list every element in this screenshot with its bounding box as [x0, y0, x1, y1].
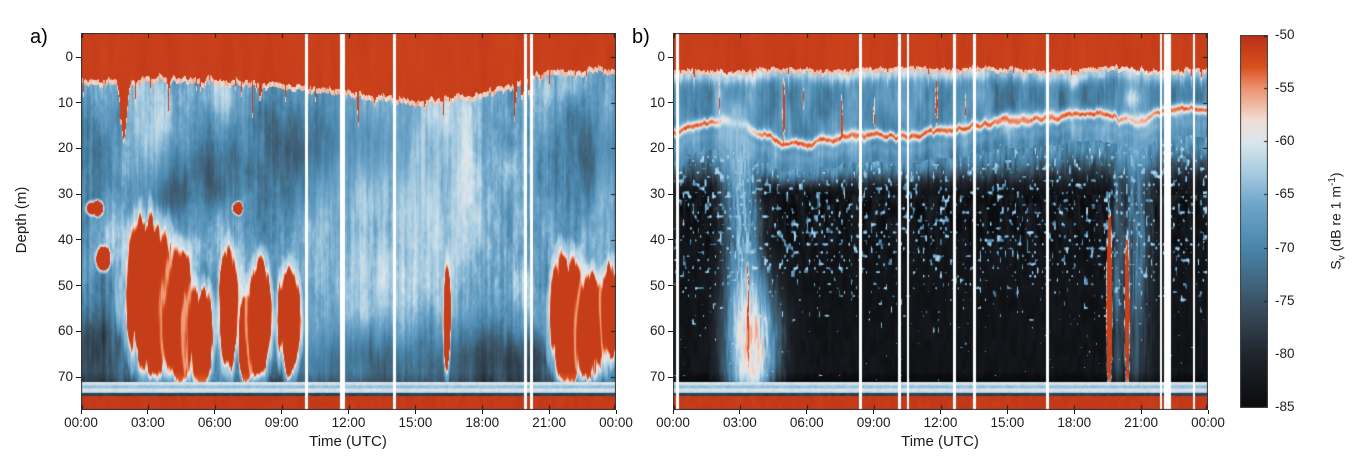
colorbar-tick-label: -60: [1275, 133, 1295, 149]
x-tick-label-b: 09:00: [856, 415, 891, 430]
y-tick-mark-a: [76, 147, 81, 149]
y-tick-mark-b: [668, 102, 673, 104]
x-tick-label-b: 00:00: [1191, 415, 1225, 430]
x-tick-label-b: 00:00: [656, 415, 690, 430]
colorbar-tick-label: -75: [1275, 292, 1295, 308]
y-tick-mark-a: [76, 330, 81, 332]
x-tick-mark-a: [281, 410, 283, 414]
y-tick-label-b: 70: [649, 369, 665, 385]
x-tick-mark-b: [1006, 410, 1008, 414]
y-tick-label-b: 20: [649, 140, 665, 156]
x-tick-label-a: 00:00: [64, 415, 98, 430]
y-tick-mark-b: [668, 239, 673, 241]
colorbar-tick-label: -55: [1275, 80, 1295, 96]
x-tick-label-a: 00:00: [599, 415, 633, 430]
colorbar-title-sub: v: [1336, 255, 1348, 261]
x-tick-mark-a: [548, 410, 550, 414]
x-tick-label-b: 06:00: [789, 415, 824, 430]
y-tick-label-b: 50: [649, 277, 665, 293]
colorbar-title-mid: (dB re 1 m: [1327, 186, 1344, 256]
x-tick-label-a: 21:00: [532, 415, 567, 430]
colorbar-tick-label: -80: [1275, 345, 1295, 361]
x-tick-mark-a: [481, 410, 483, 414]
x-tick-mark-b: [873, 410, 875, 414]
x-tick-label-b: 15:00: [990, 415, 1025, 430]
y-tick-label-a: 40: [57, 231, 73, 247]
y-tick-mark-b: [668, 330, 673, 332]
y-tick-label-a: 60: [57, 323, 73, 339]
x-tick-label-a: 03:00: [130, 415, 165, 430]
time-axis-title-a: Time (UTC): [309, 433, 387, 450]
x-tick-label-b: 21:00: [1124, 415, 1159, 430]
x-tick-mark-b: [940, 410, 941, 414]
x-tick-mark-b: [672, 410, 674, 414]
x-tick-mark-a: [348, 410, 349, 414]
x-tick-mark-b: [1207, 410, 1209, 414]
colorbar-tick-label: -65: [1275, 186, 1295, 202]
x-tick-label-a: 18:00: [465, 415, 500, 430]
x-tick-mark-a: [214, 410, 216, 414]
colorbar-title-prefix: S: [1327, 260, 1344, 270]
x-tick-mark-a: [147, 410, 149, 414]
y-tick-label-a: 70: [57, 369, 73, 385]
colorbar-axis-title: Sv (dB re 1 m-1): [1327, 141, 1348, 301]
y-tick-mark-b: [668, 56, 673, 58]
colorbar-tick-label: -85: [1275, 399, 1295, 414]
colorbar-tick-label: -70: [1275, 239, 1295, 255]
x-tick-label-b: 03:00: [722, 415, 757, 430]
panel-a-label: a): [30, 26, 48, 48]
y-tick-label-a: 10: [57, 94, 73, 110]
y-tick-mark-b: [668, 376, 673, 378]
x-tick-mark-a: [615, 410, 617, 414]
y-tick-label-b: 30: [649, 186, 665, 202]
y-tick-mark-a: [76, 376, 81, 378]
y-tick-mark-a: [76, 102, 81, 104]
colorbar: [1240, 35, 1268, 408]
y-tick-mark-a: [76, 239, 81, 241]
x-tick-label-a: 06:00: [197, 415, 232, 430]
x-tick-mark-a: [80, 410, 82, 414]
time-axis-title-b: Time (UTC): [901, 433, 979, 450]
y-tick-mark-b: [668, 147, 673, 149]
x-tick-mark-b: [1073, 410, 1075, 414]
panel-b-label: b): [632, 26, 650, 48]
x-tick-mark-b: [739, 410, 741, 414]
y-tick-mark-a: [76, 285, 81, 287]
y-tick-label-a: 20: [57, 140, 73, 156]
x-tick-label-b: 12:00: [923, 415, 958, 430]
y-tick-mark-b: [668, 193, 673, 195]
colorbar-title-suffix: ): [1327, 172, 1344, 178]
y-tick-label-b: 60: [649, 323, 665, 339]
y-tick-mark-a: [76, 56, 81, 58]
colorbar-title-sup: -1: [1327, 177, 1338, 186]
x-tick-label-b: 18:00: [1057, 415, 1092, 430]
colorbar-tick-label: -50: [1275, 27, 1295, 42]
y-tick-mark-a: [76, 193, 81, 195]
echogram-panel-b: [673, 33, 1208, 410]
y-tick-label-b: 0: [657, 49, 665, 64]
y-tick-label-b: 10: [649, 94, 665, 110]
y-tick-mark-b: [668, 285, 673, 287]
y-tick-label-a: 30: [57, 186, 73, 202]
x-tick-mark-a: [414, 410, 416, 414]
echogram-panel-a: [81, 33, 616, 410]
y-tick-label-b: 40: [649, 231, 665, 247]
depth-axis-title: Depth (m): [13, 186, 30, 254]
x-tick-label-a: 12:00: [331, 415, 366, 430]
x-tick-label-a: 15:00: [398, 415, 433, 430]
x-tick-mark-b: [1140, 410, 1142, 414]
x-tick-mark-b: [806, 410, 808, 414]
y-tick-label-a: 0: [65, 49, 73, 64]
x-tick-label-a: 09:00: [264, 415, 299, 430]
y-tick-label-a: 50: [57, 277, 73, 293]
